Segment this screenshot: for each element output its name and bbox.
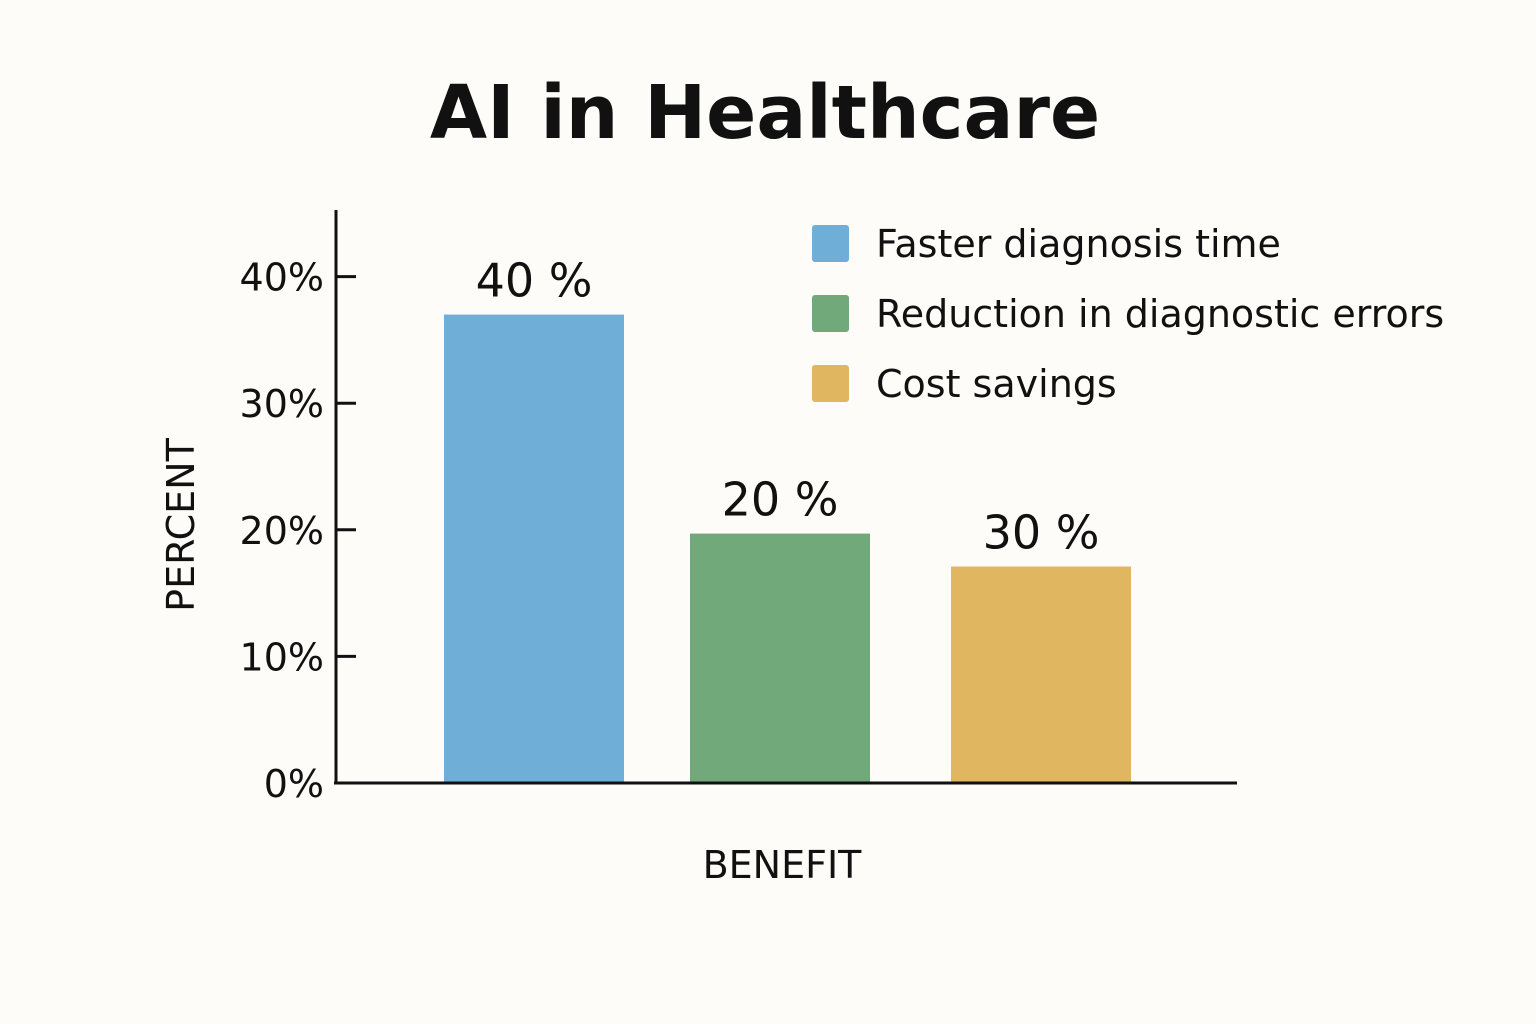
legend: Faster diagnosis time Reduction in diagno… <box>812 222 1444 406</box>
x-axis-title: BENEFIT <box>703 843 863 887</box>
chart-title: AI in Healthcare <box>430 70 1100 156</box>
bar <box>444 314 624 782</box>
bars <box>444 314 1131 782</box>
bar <box>690 533 870 782</box>
bar <box>951 566 1131 782</box>
y-tick-label: 10% <box>240 635 324 679</box>
legend-label: Cost savings <box>876 362 1117 406</box>
y-tick-label: 30% <box>240 382 324 426</box>
y-axis-title: PERCENT <box>159 437 203 611</box>
legend-swatch <box>812 295 849 332</box>
y-tick-label: 40% <box>240 256 324 300</box>
y-tick-label: 0% <box>264 762 324 806</box>
y-tick-label: 20% <box>240 509 324 553</box>
bar-value-label: 40 % <box>476 254 593 308</box>
bar-value-label: 20 % <box>722 473 839 527</box>
legend-swatch <box>812 225 849 262</box>
data-labels: 40 % 20 % 30 % <box>476 254 1100 560</box>
legend-label: Reduction in diagnostic errors <box>876 292 1444 336</box>
bar-value-label: 30 % <box>983 506 1100 560</box>
legend-label: Faster diagnosis time <box>876 222 1281 266</box>
y-axis-ticks: 0% 10% 20% 30% 40% <box>240 256 356 806</box>
legend-swatch <box>812 365 849 402</box>
